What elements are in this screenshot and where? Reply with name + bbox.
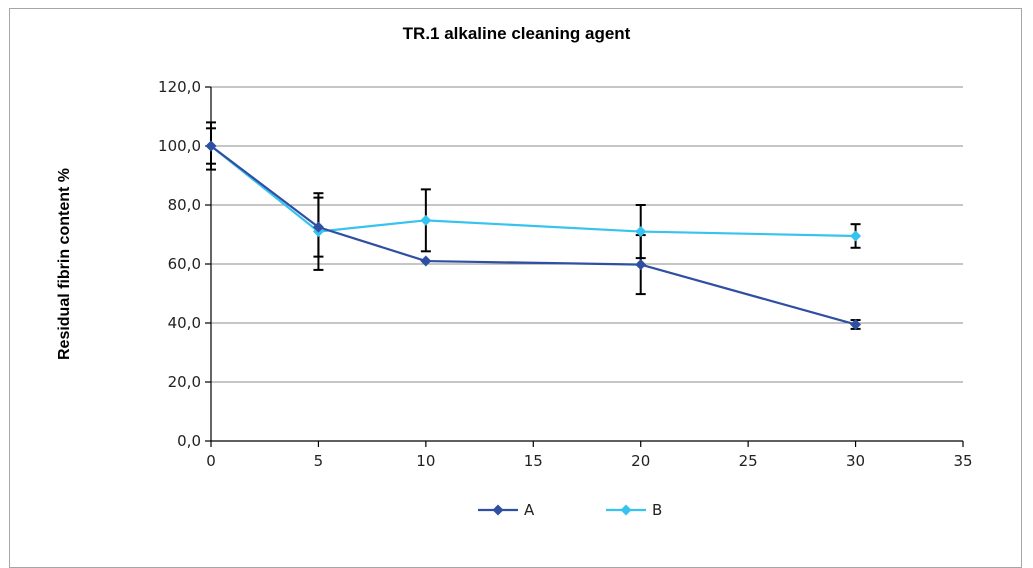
legend-marker-B	[620, 504, 632, 516]
data-point-A	[635, 259, 647, 271]
series-line-A	[210, 145, 856, 326]
chart-svg: 0,0 20,0 40,0 60,0 80,0 100,0 120,0 0 5 10 15 20 25 3…	[158, 78, 973, 519]
data-point-B	[420, 214, 432, 226]
y-tick-label: 120,0	[158, 78, 201, 96]
x-tick-label: 35	[953, 452, 972, 470]
legend-label-A: A	[524, 501, 535, 519]
series-line-B	[210, 145, 856, 238]
legend-label-B: B	[652, 501, 662, 519]
x-tick-label: 15	[524, 452, 543, 470]
x-tick-label: 25	[739, 452, 758, 470]
data-point-A	[205, 140, 217, 152]
chart-title: TR.1 alkaline cleaning agent	[402, 24, 631, 43]
y-tick-label: 40,0	[168, 314, 201, 332]
x-tick-label: 20	[631, 452, 650, 470]
data-point-A	[312, 221, 324, 233]
data-point-A	[850, 318, 862, 330]
data-point-B	[635, 226, 647, 238]
x-tick-label: 0	[206, 452, 216, 470]
y-tick-label: 60,0	[168, 255, 201, 273]
y-tick-label: 20,0	[168, 373, 201, 391]
chart-frame	[9, 8, 1022, 568]
x-tick-label: 10	[416, 452, 435, 470]
legend-marker-A	[492, 504, 504, 516]
y-tick-label: 80,0	[168, 196, 201, 214]
x-tick-label: 30	[846, 452, 865, 470]
y-tick-label: 0,0	[177, 432, 201, 450]
data-point-B	[850, 230, 862, 242]
y-tick-label: 100,0	[158, 137, 201, 155]
x-tick-label: 5	[314, 452, 324, 470]
data-point-A	[420, 255, 432, 267]
